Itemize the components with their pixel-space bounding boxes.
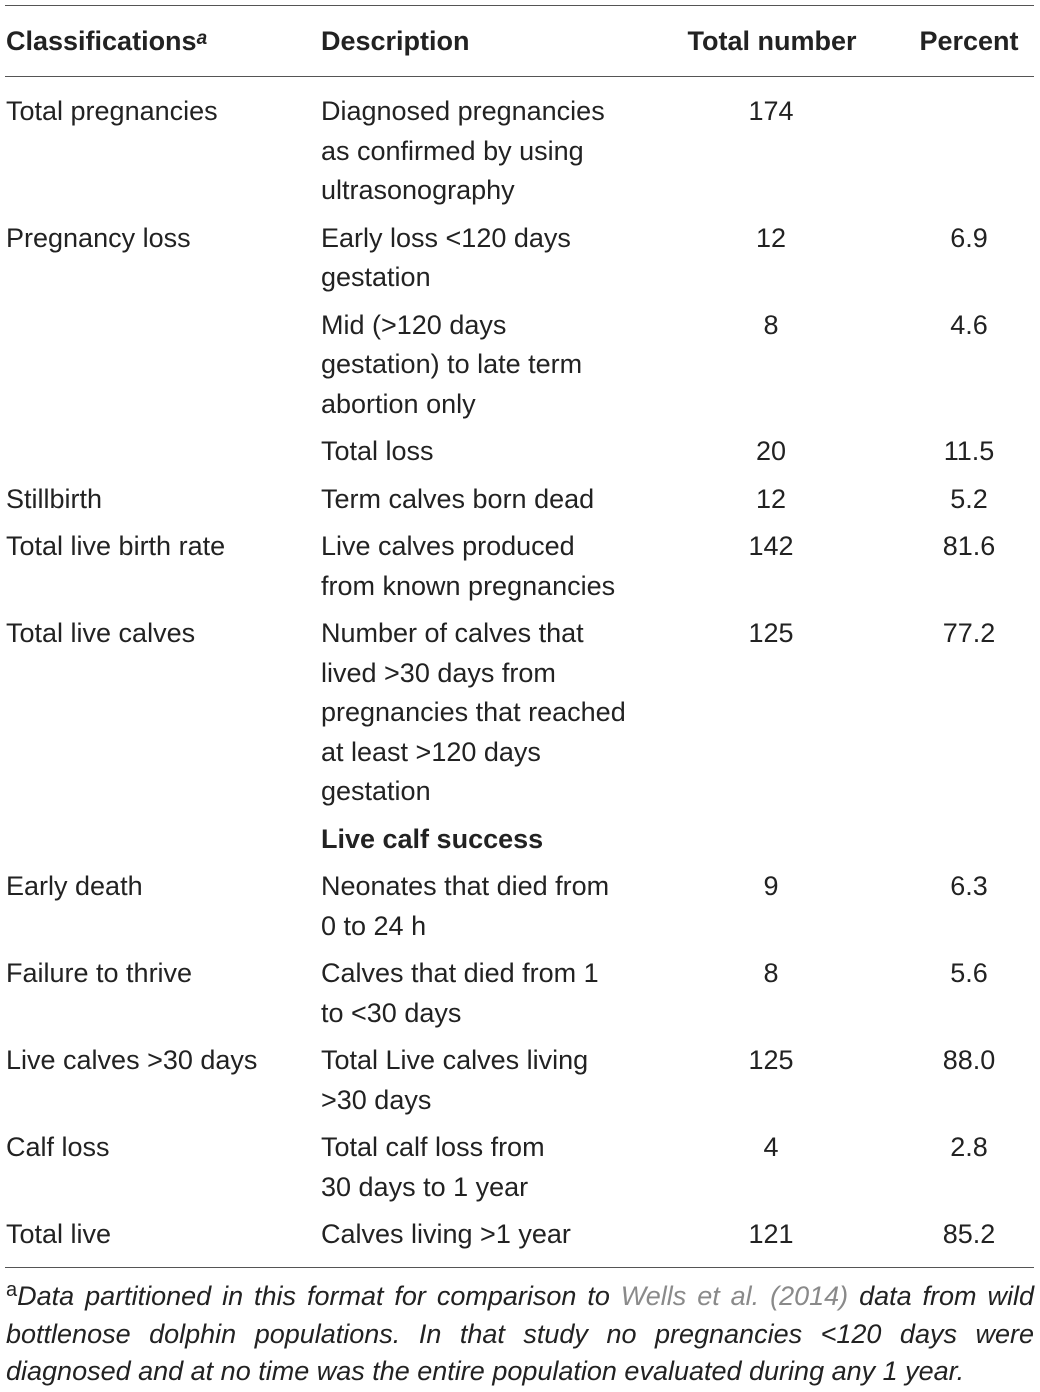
classification-cell: Total live birth rate (6, 531, 226, 561)
description-cell: Term calves born dead (321, 483, 595, 514)
total-number-cell: 8 (763, 958, 779, 988)
description-cell: Diagnosed pregnancies (321, 96, 605, 126)
description-cell: Total calf loss from (321, 1132, 545, 1162)
description-cell: Neonates that died from (321, 871, 610, 901)
description-cell: >30 days (321, 1084, 432, 1115)
total-number-cell: 20 (755, 436, 787, 466)
percent-cell: 81.6 (942, 531, 996, 561)
classification-cell: Total live calves (6, 618, 196, 648)
description-cell: at least >120 days (321, 736, 541, 767)
description-cell: Calves that died from 1 (321, 958, 599, 988)
description-cell: Mid (>120 days (321, 309, 507, 340)
description-cell: Total Live calves living (321, 1045, 589, 1075)
classification-cell: Failure to thrive (6, 958, 193, 988)
total-number-cell: 174 (748, 96, 794, 126)
percent-cell: 4.6 (950, 309, 988, 340)
footnote-marker: a (6, 1279, 18, 1301)
percent-cell: 88.0 (942, 1045, 996, 1075)
footnote-text-after: data from wild bottlenose dolphin popula… (6, 1281, 1034, 1386)
description-cell: gestation (321, 776, 431, 806)
header-footnote-marker: a (196, 28, 208, 49)
percent-cell: 6.9 (950, 222, 988, 253)
subheading-cell: Live calf success (321, 823, 544, 854)
description-cell: abortion only (321, 388, 476, 419)
description-cell: pregnancies that reached (321, 697, 626, 727)
percent-cell: 5.2 (950, 483, 988, 514)
description-cell: 30 days to 1 year (321, 1171, 529, 1202)
total-number-cell: 4 (763, 1132, 779, 1162)
percent-cell: 77.2 (942, 618, 996, 648)
header-rule (5, 76, 1034, 77)
header-percent: Percent (919, 26, 1019, 56)
classification-cell: Early death (6, 871, 143, 901)
footnote-citation-link[interactable]: Wells et al. (2014) (620, 1281, 849, 1311)
percent-cell: 85.2 (942, 1219, 996, 1249)
total-number-cell: 142 (748, 531, 794, 561)
classification-cell: Stillbirth (6, 483, 103, 514)
description-cell: as confirmed by using (321, 135, 584, 166)
description-cell: Live calves produced (321, 531, 575, 561)
description-cell: Calves living >1 year (321, 1219, 571, 1249)
total-number-cell: 121 (748, 1219, 794, 1249)
description-cell: gestation) to late term (321, 349, 583, 379)
description-cell: ultrasonography (321, 175, 515, 205)
classification-cell: Pregnancy loss (6, 222, 191, 253)
percent-cell: 2.8 (950, 1132, 988, 1162)
top-rule (5, 5, 1034, 6)
classification-cell: Live calves >30 days (6, 1045, 258, 1075)
classification-cell: Calf loss (6, 1132, 110, 1162)
total-number-cell: 125 (748, 1045, 794, 1075)
description-cell: from known pregnancies (321, 570, 616, 601)
percent-cell: 11.5 (943, 436, 995, 466)
total-number-cell: 9 (763, 871, 779, 901)
percent-cell: 5.6 (950, 958, 988, 988)
description-cell: Total loss (321, 436, 434, 466)
description-cell: gestation (321, 262, 431, 292)
percent-cell: 6.3 (950, 871, 988, 901)
description-cell: Early loss <120 days (321, 222, 571, 253)
description-cell: 0 to 24 h (321, 910, 427, 941)
footnote-text-before: Data partitioned in this format for comp… (17, 1281, 621, 1311)
header-total-number: Total number (687, 26, 857, 56)
description-cell: to <30 days (321, 997, 462, 1028)
classification-cell: Total live (6, 1219, 112, 1249)
classification-cell: Total pregnancies (6, 96, 218, 126)
bottom-rule (5, 1267, 1034, 1268)
total-number-cell: 12 (755, 222, 787, 253)
total-number-cell: 12 (755, 483, 787, 514)
total-number-cell: 8 (763, 309, 779, 340)
table-footnote: aData partitioned in this format for com… (6, 1278, 1034, 1391)
description-cell: lived >30 days from (321, 657, 556, 688)
total-number-cell: 125 (748, 618, 794, 648)
description-cell: Number of calves that (321, 618, 584, 648)
header-description: Description (321, 26, 470, 56)
header-classifications: Classificationsa (6, 26, 208, 56)
